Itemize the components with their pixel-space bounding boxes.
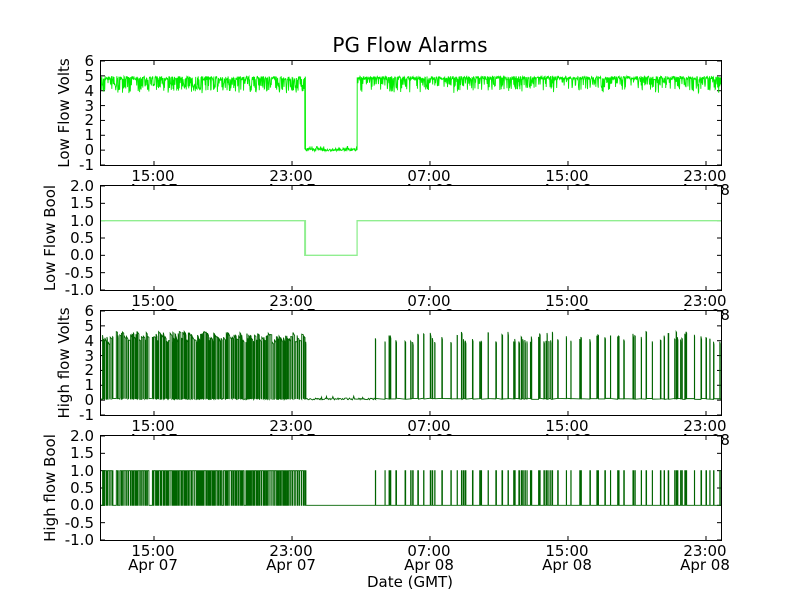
y-tick-label: 3 xyxy=(84,96,94,115)
x-tick-time-label: 15:00 xyxy=(545,167,589,185)
x-tick-time-label: 15:00 xyxy=(545,292,589,310)
x-tick-time-label: 07:00 xyxy=(407,542,451,560)
y-tick-label: 0.5 xyxy=(70,479,94,497)
x-tick-date-label: Apr 08 xyxy=(542,556,592,574)
x-tick-time-label: 15:00 xyxy=(131,167,175,185)
x-tick-time-label: 15:00 xyxy=(545,542,589,560)
high-flow-volts-plot xyxy=(101,311,721,415)
y-tick-label: 6 xyxy=(84,302,94,320)
subplot-low-flow-volts: Low Flow Volts 6 5 4 3 2 1 0 -1 xyxy=(55,52,722,174)
y-tick-label: -0.5 xyxy=(64,513,94,532)
x-tick-date-label: Apr 07 xyxy=(128,556,178,574)
y-tick-label: 6 xyxy=(84,52,94,70)
signal-line xyxy=(101,220,721,256)
y-tick-label: 0.5 xyxy=(70,229,94,247)
y-tick-label: 1.0 xyxy=(70,461,94,480)
subplot-high-flow-volts: High flow Volts 6 5 4 3 2 1 0 -1 xyxy=(55,302,722,424)
y-tick-label: 1.0 xyxy=(70,211,94,230)
x-tick-time-label: 07:00 xyxy=(407,417,451,435)
chart-title: PG Flow Alarms xyxy=(332,33,488,57)
y-tick-label: 2.0 xyxy=(70,427,94,445)
y-tick-label: -1 xyxy=(79,156,94,174)
x-tick-date-label: Apr 08 xyxy=(404,556,454,574)
y-tick-label: 2 xyxy=(84,111,94,130)
y-tick-label: 2 xyxy=(84,361,94,380)
x-tick-time-label: 23:00 xyxy=(269,292,313,310)
y-tick-label: 3 xyxy=(84,346,94,365)
y-tick-label: 1 xyxy=(84,376,94,395)
y-tick-label: 0 xyxy=(84,391,94,410)
signal-line xyxy=(101,470,721,506)
x-tick-time-label: 23:00 xyxy=(683,292,727,310)
y-tick-label: 1.5 xyxy=(70,194,94,213)
x-tick-time-label: 07:00 xyxy=(407,167,451,185)
low-flow-bool-plot xyxy=(101,186,721,290)
high-flow-bool-plot xyxy=(101,436,721,540)
x-tick-date-label: Apr 08 xyxy=(680,556,730,574)
y-tick-label: -1.0 xyxy=(64,531,94,549)
x-tick-time-label: 23:00 xyxy=(683,167,727,185)
y-tick-label: 1.5 xyxy=(70,444,94,463)
y-tick-label: 0.0 xyxy=(70,496,94,515)
x-tick-time-label: 15:00 xyxy=(131,417,175,435)
x-tick-time-label: 15:00 xyxy=(131,292,175,310)
subplot-low-flow-bool: Low Flow Bool 2.0 1.5 1.0 0.5 0.0 -0.5 -1.0 xyxy=(41,177,722,299)
x-tick-time-label: 23:00 xyxy=(683,542,727,560)
x-tick-time-label: 07:00 xyxy=(407,292,451,310)
x-tick-time-label: 23:00 xyxy=(269,542,313,560)
subplot-high-flow-bool: High flow Bool 2.0 1.5 1.0 0.5 0.0 -0.5 -1.0 xyxy=(41,427,722,549)
y-tick-label: 2.0 xyxy=(70,177,94,195)
y-tick-label: 4 xyxy=(84,331,94,350)
x-tick-time-label: 23:00 xyxy=(269,417,313,435)
y-tick-label: 0 xyxy=(84,141,94,160)
y-tick-label: 0.0 xyxy=(70,246,94,265)
y-tick-label: -1.0 xyxy=(64,281,94,299)
x-tick-time-label: 23:00 xyxy=(683,417,727,435)
signal-line xyxy=(101,329,721,401)
y-tick-label: -0.5 xyxy=(64,263,94,282)
low-flow-volts-plot xyxy=(101,61,721,165)
x-tick-date-label: Apr 07 xyxy=(266,556,316,574)
x-tick-time-label: 23:00 xyxy=(269,167,313,185)
signal-line xyxy=(101,74,721,153)
x-tick-time-label: 15:00 xyxy=(545,417,589,435)
y-tick-label: 5 xyxy=(84,66,94,85)
x-tick-time-label: 15:00 xyxy=(131,542,175,560)
x-axis-label: Date (GMT) xyxy=(366,573,454,591)
y-tick-label: 4 xyxy=(84,81,94,100)
y-tick-label: -1 xyxy=(79,406,94,424)
y-tick-label: 1 xyxy=(84,126,94,145)
y-tick-label: 5 xyxy=(84,316,94,335)
